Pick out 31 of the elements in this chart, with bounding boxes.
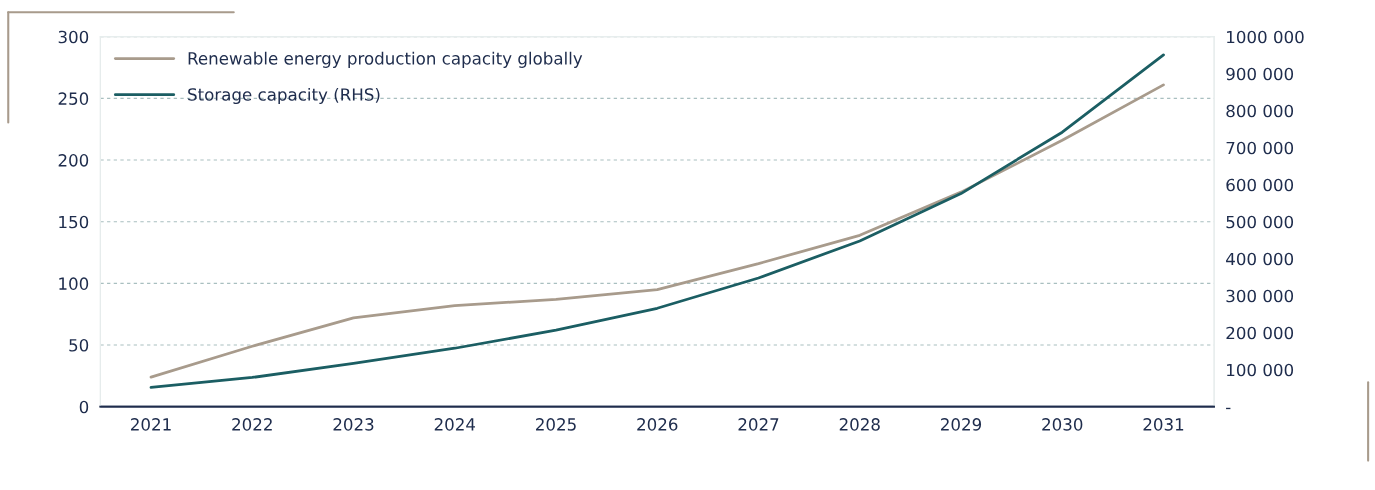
y2-tick-label: -	[1226, 407, 1231, 410]
y-tick-label: 100	[59, 277, 89, 290]
x-tick-label: 2030	[1042, 418, 1083, 431]
x-tick-label: 2022	[232, 418, 272, 431]
x-tick-label: 2023	[333, 418, 374, 431]
y2-tick-label: 1000 000	[1227, 30, 1304, 44]
y2-tick-label: 400 000	[1226, 252, 1294, 266]
y-tick-label: 0	[79, 400, 89, 414]
y2-tick-label: 600 000	[1226, 178, 1294, 192]
legend-label: Storage capacity (RHS)	[188, 87, 380, 105]
y-tick-label: 200	[58, 154, 89, 167]
y2-tick-label: 900 000	[1226, 67, 1294, 81]
y2-tick-label: 800 000	[1226, 104, 1294, 118]
x-tick-label: 2026	[637, 418, 678, 431]
x-tick-label: 2027	[738, 418, 779, 431]
y2-tick-label: 200 000	[1226, 326, 1294, 340]
y-tick-label: 150	[59, 215, 89, 229]
y2-tick-label: 300 000	[1226, 289, 1294, 303]
y-tick-label: 300	[58, 30, 89, 44]
x-tick-label: 2021	[131, 418, 171, 431]
x-tick-label: 2029	[941, 418, 982, 431]
y2-tick-label: 100 000	[1227, 363, 1294, 377]
x-tick-label: 2028	[839, 418, 880, 431]
y2-tick-label: 500 000	[1226, 215, 1294, 229]
legend-label: Renewable energy production capacity globally	[188, 51, 583, 68]
y-tick-label: 250	[58, 92, 89, 105]
y2-tick-label: 700 000	[1226, 141, 1294, 155]
y-tick-label: 50	[69, 339, 89, 352]
x-tick-label: 2031	[1143, 418, 1184, 431]
x-tick-label: 2024	[434, 418, 476, 431]
x-tick-label: 2025	[536, 418, 576, 431]
